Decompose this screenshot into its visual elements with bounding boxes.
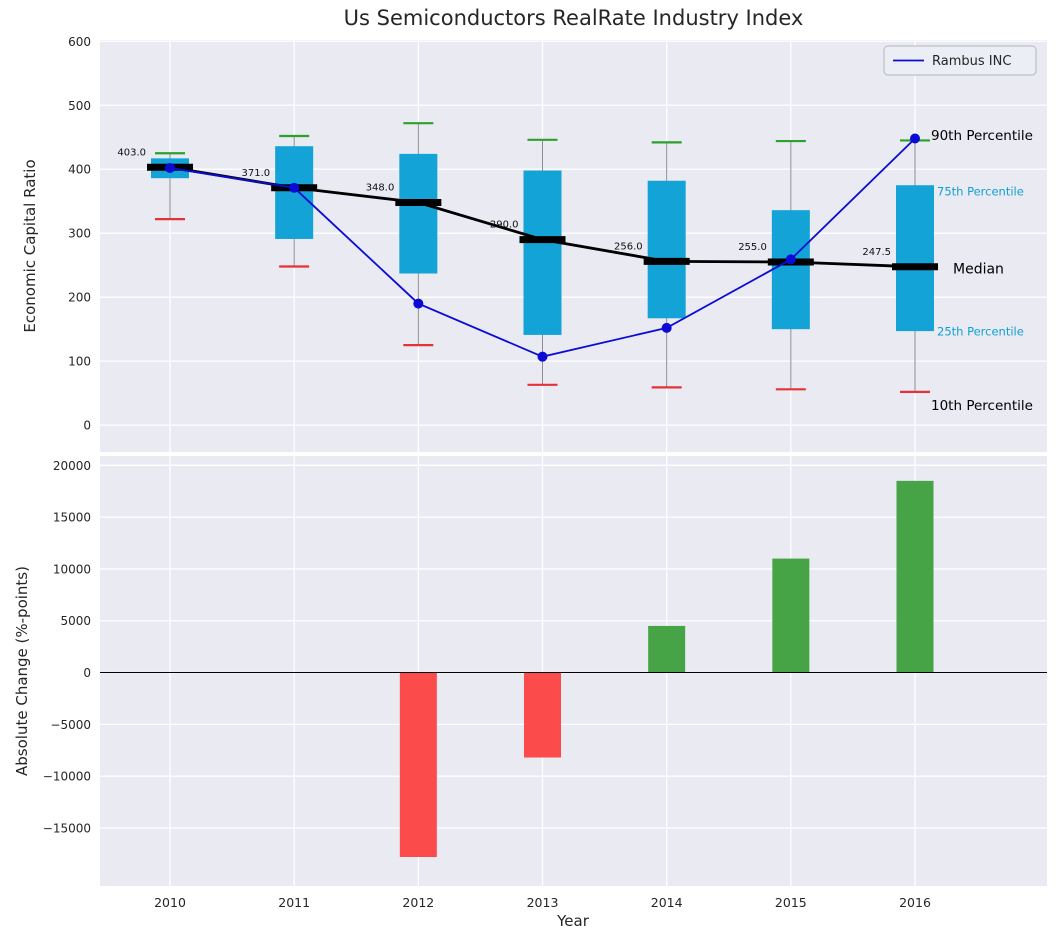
bottom-y-tick-label: −15000 bbox=[43, 821, 91, 835]
iqr-box-2014 bbox=[647, 180, 686, 319]
bottom-y-tick-label: 10000 bbox=[53, 562, 91, 576]
annotation-75th-percentile: 75th Percentile bbox=[937, 185, 1024, 199]
top-y-tick-label: 100 bbox=[68, 355, 91, 369]
change-bar-2014 bbox=[648, 625, 686, 673]
bottom-y-tick-label: 0 bbox=[83, 666, 91, 680]
change-bar-2012 bbox=[399, 672, 437, 857]
bottom-y-tick-label: −5000 bbox=[50, 718, 91, 732]
chart-title: Us Semiconductors RealRate Industry Inde… bbox=[343, 6, 804, 30]
bottom-panel-background bbox=[100, 456, 1047, 886]
change-bar-2015 bbox=[772, 558, 810, 673]
median-value-label-2014: 256.0 bbox=[614, 241, 643, 252]
iqr-box-2015 bbox=[771, 210, 810, 330]
x-tick-label: 2013 bbox=[527, 895, 559, 910]
median-value-label-2016: 247.5 bbox=[862, 247, 891, 258]
legend-box bbox=[883, 45, 1037, 76]
rambus-marker-2012 bbox=[413, 298, 424, 309]
x-tick-label: 2014 bbox=[651, 895, 683, 910]
annotation-10th-percentile: 10th Percentile bbox=[931, 398, 1033, 414]
x-tick-label: 2010 bbox=[154, 895, 186, 910]
top-y-axis-label: Economic Capital Ratio bbox=[21, 159, 39, 333]
change-bar-2016 bbox=[896, 480, 934, 673]
change-bar-2013 bbox=[524, 672, 561, 758]
top-y-tick-label: 600 bbox=[68, 35, 91, 49]
annotation-90th-percentile: 90th Percentile bbox=[931, 128, 1033, 144]
rambus-marker-2015 bbox=[785, 254, 796, 265]
top-y-tick-label: 0 bbox=[83, 419, 91, 433]
rambus-marker-2011 bbox=[289, 182, 300, 193]
median-value-label-2011: 371.0 bbox=[242, 168, 271, 179]
rambus-marker-2014 bbox=[661, 322, 672, 333]
bottom-y-tick-label: 20000 bbox=[53, 459, 91, 473]
median-value-label-2013: 290.0 bbox=[490, 220, 519, 231]
bottom-y-axis-label: Absolute Change (%-points) bbox=[13, 566, 31, 776]
bottom-y-tick-label: 5000 bbox=[60, 614, 91, 628]
x-tick-label: 2015 bbox=[775, 895, 807, 910]
x-tick-label: 2011 bbox=[278, 895, 310, 910]
annotation-median: Median bbox=[953, 262, 1004, 278]
x-axis-label: Year bbox=[557, 912, 589, 930]
x-tick-label: 2016 bbox=[899, 895, 931, 910]
top-y-tick-label: 400 bbox=[68, 163, 91, 177]
median-value-label-2012: 348.0 bbox=[366, 182, 395, 193]
median-value-label-2010: 403.0 bbox=[117, 147, 146, 158]
median-value-label-2015: 255.0 bbox=[738, 242, 767, 253]
legend-label-rambus-inc: Rambus INC bbox=[932, 54, 1011, 69]
annotation-25th-percentile: 25th Percentile bbox=[937, 325, 1024, 339]
top-y-tick-label: 500 bbox=[68, 99, 91, 113]
iqr-box-2016 bbox=[896, 185, 934, 332]
bottom-y-tick-label: 15000 bbox=[53, 511, 91, 525]
rambus-marker-2010 bbox=[165, 162, 175, 173]
rambus-marker-2016 bbox=[910, 133, 920, 144]
iqr-box-2013 bbox=[523, 170, 562, 335]
bottom-y-tick-label: −10000 bbox=[43, 770, 91, 784]
x-tick-label: 2012 bbox=[402, 895, 434, 910]
top-y-tick-label: 300 bbox=[68, 227, 91, 241]
iqr-box-2012 bbox=[399, 153, 438, 274]
top-y-tick-label: 200 bbox=[68, 291, 91, 305]
rambus-marker-2013 bbox=[537, 351, 548, 362]
